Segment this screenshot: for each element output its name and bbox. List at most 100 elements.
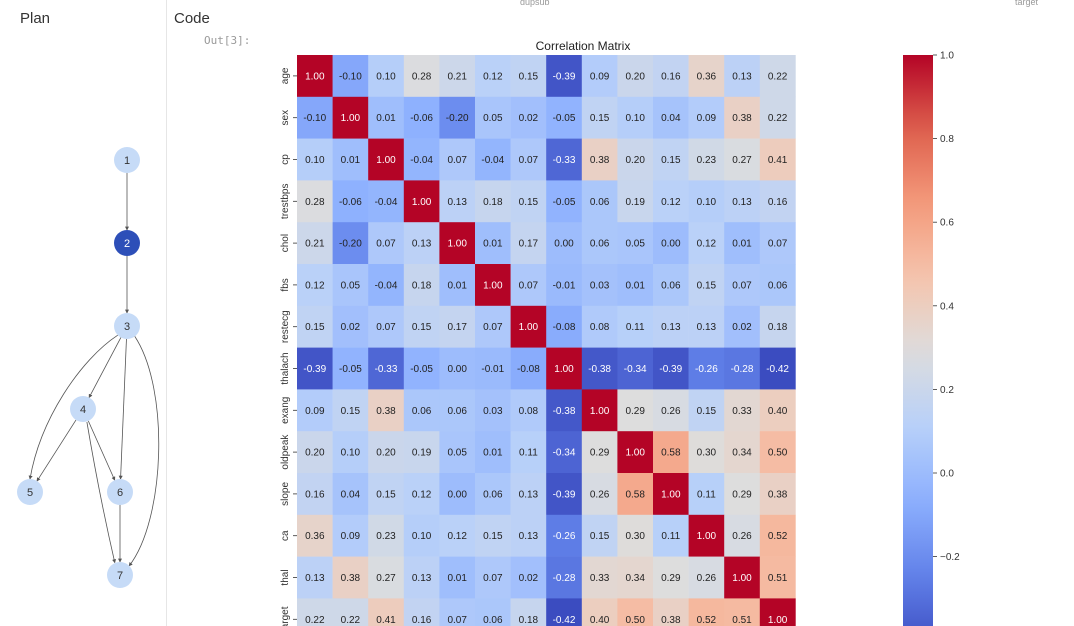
plan-node-3[interactable]: 3 [114,313,140,339]
heatmap-cell [403,96,440,139]
colorbar-tick-label: 1.0 [940,51,954,62]
heatmap-cell-value: 0.21 [305,239,325,250]
heatmap-cell [617,556,654,599]
heatmap-cell-value: 0.34 [625,573,645,584]
heatmap-cell [546,347,583,390]
heatmap-cell-value: 0.15 [341,406,361,417]
heatmap-cell [510,431,547,474]
heatmap-cell-value: 1.00 [732,573,752,584]
heatmap-cell [581,431,618,474]
plan-node-label: 4 [80,404,86,416]
heatmap-cell-value: -0.38 [553,406,576,417]
plan-graph: 1 2 3 4 5 6 7 [17,147,160,588]
heatmap-cell [546,514,583,557]
heatmap-cell [546,305,583,348]
heatmap-cell-value: -0.34 [624,364,647,375]
heatmap-cell-value: 0.29 [590,448,610,459]
heatmap-row-label: oldpeak [280,434,291,470]
plan-node-label: 7 [117,570,123,582]
plan-edge-3-6 [118,338,127,480]
heatmap-cell-value: -0.26 [695,364,718,375]
heatmap-cell [581,180,618,223]
heatmap-cell-value: -0.33 [375,364,398,375]
heatmap-cell-value: 0.13 [519,489,539,500]
output-cell-label: Out[3]: [204,34,251,47]
plan-panel [0,0,167,626]
plan-edge-4-7 [86,421,117,564]
heatmap-cell [439,138,476,181]
heatmap-cell [439,598,476,626]
heatmap-cell [759,222,796,265]
plan-node-5[interactable]: 5 [17,479,43,505]
heatmap-cell [724,556,761,599]
heatmap-cell [759,473,796,516]
heatmap-cell-value: 0.00 [447,489,467,500]
heatmap-cell-value: 0.00 [447,364,467,375]
heatmap-cell-value: 0.34 [732,448,752,459]
heatmap-cell-value: 0.13 [412,239,432,250]
heatmap-cell [724,598,761,626]
heatmap-cell [688,473,725,516]
colorbar-tick-label: 0.0 [940,469,954,480]
heatmap-cell-value: -0.39 [659,364,682,375]
heatmap-cell [724,55,761,98]
plan-node-2[interactable]: 2 [114,230,140,256]
heatmap-cell-value: 1.00 [768,615,788,626]
heatmap-cell [724,473,761,516]
heatmap-cell [439,96,476,139]
heatmap-cell-value: -0.28 [553,573,576,584]
heatmap-cell-value: 0.41 [376,615,396,626]
heatmap-cell [332,264,369,307]
heatmap-cell-value: -0.20 [446,113,469,124]
heatmap-cell [439,556,476,599]
heatmap-cell-value: 0.40 [768,406,788,417]
heatmap-cell [688,389,725,432]
heatmap-cell [653,264,689,307]
heatmap-cell-value: 0.38 [341,573,361,584]
heatmap-cell-value: 0.05 [483,113,503,124]
heatmap-cell [403,138,440,181]
heatmap-cell [581,389,618,432]
heatmap-cell-value: 0.11 [626,322,645,333]
heatmap-cell [475,347,511,390]
heatmap-cell [653,598,689,626]
heatmap-cell [759,347,796,390]
heatmap-row-label: restecg [280,310,291,343]
heatmap-cell-value: 0.30 [697,448,717,459]
heatmap-cell [297,431,333,474]
heatmap-cell [332,598,369,626]
heatmap-cell-value: 0.07 [483,573,503,584]
heatmap-cell-value: 0.10 [697,197,717,208]
heatmap-cell [724,138,761,181]
heatmap-cell [368,305,405,348]
heatmap-cell-value: 0.09 [341,531,361,542]
heatmap-cell-value: 0.23 [697,155,717,166]
heatmap-cell [510,598,547,626]
heatmap-cell [581,556,618,599]
plan-node-6[interactable]: 6 [107,479,133,505]
heatmap-cell-value: 0.18 [483,197,503,208]
heatmap-cell-value: 0.38 [376,406,396,417]
heatmap-cell [581,96,618,139]
heatmap-cell-value: 0.06 [483,489,503,500]
heatmap-cell [439,431,476,474]
plan-node-1[interactable]: 1 [114,147,140,173]
plan-edge-4-6 [87,420,116,481]
plan-node-label: 2 [124,238,130,250]
heatmap-cell-value: 0.12 [697,239,717,250]
heatmap-cell-value: 0.10 [412,531,432,542]
heatmap-cell [617,389,654,432]
heatmap-cell-value: 0.13 [732,197,752,208]
heatmap-cell [368,556,405,599]
plan-node-7[interactable]: 7 [107,562,133,588]
heatmap-cell-value: 0.12 [412,489,432,500]
heatmap-cell [653,431,689,474]
heatmap-cell [581,347,618,390]
heatmap-cell [724,180,761,223]
heatmap-cell-value: 0.08 [590,322,610,333]
heatmap-cell-value: 0.07 [376,322,396,333]
heatmap-cell [368,180,405,223]
plan-node-4[interactable]: 4 [70,396,96,422]
heatmap-row-label: cp [280,154,291,165]
